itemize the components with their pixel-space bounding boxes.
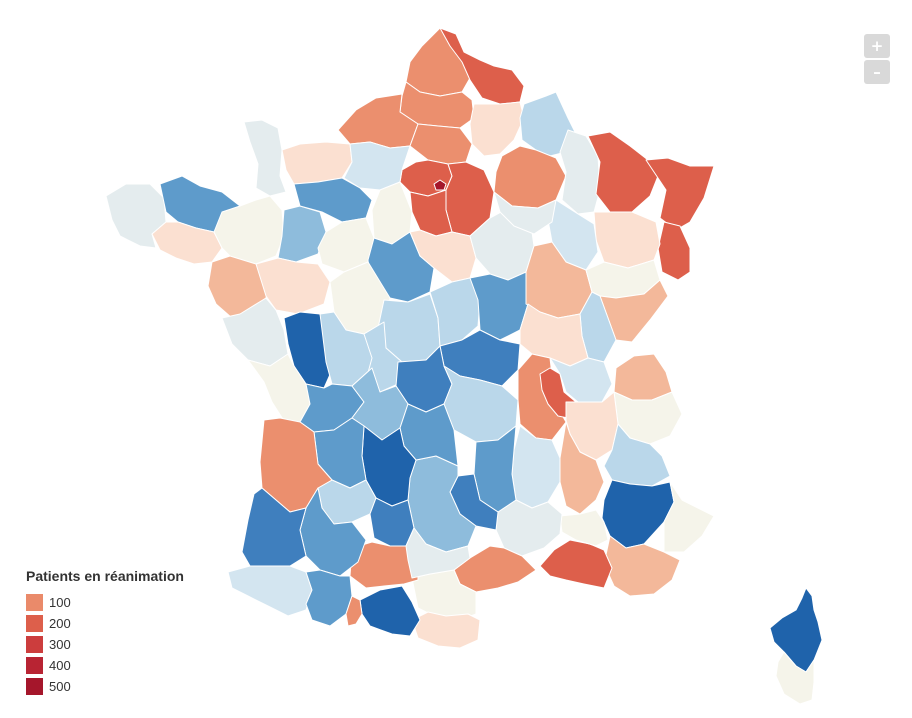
legend-item: 200	[26, 613, 184, 634]
departement[interactable]	[241, 487, 307, 567]
legend-item: 100	[26, 592, 184, 613]
legend-item: 500	[26, 676, 184, 697]
departement[interactable]	[613, 353, 673, 401]
zoom-out-button[interactable]: –	[864, 60, 890, 84]
departement[interactable]	[601, 479, 675, 549]
departement[interactable]	[549, 357, 613, 403]
departement[interactable]	[221, 297, 289, 367]
legend-swatch	[26, 657, 43, 674]
legend-label: 400	[49, 658, 71, 673]
departement[interactable]	[277, 205, 327, 263]
departement[interactable]	[255, 257, 331, 315]
departement[interactable]	[559, 509, 609, 547]
departement[interactable]	[305, 569, 353, 627]
legend-label: 200	[49, 616, 71, 631]
departement[interactable]	[469, 101, 525, 157]
legend-swatch	[26, 678, 43, 695]
departement[interactable]	[559, 129, 601, 215]
departement[interactable]	[411, 611, 481, 649]
departement[interactable]	[433, 179, 447, 191]
legend-label: 100	[49, 595, 71, 610]
departement[interactable]	[439, 27, 525, 105]
departement[interactable]	[281, 141, 353, 185]
departement[interactable]	[429, 277, 481, 347]
departement[interactable]	[345, 595, 363, 627]
departement[interactable]	[593, 211, 661, 269]
departement[interactable]	[493, 145, 567, 209]
departement[interactable]	[495, 499, 563, 557]
departement[interactable]	[493, 191, 557, 235]
departement[interactable]	[775, 651, 815, 705]
departement[interactable]	[539, 539, 613, 589]
legend-item: 300	[26, 634, 184, 655]
legend-label: 300	[49, 637, 71, 652]
legend-title: Patients en réanimation	[26, 568, 184, 584]
legend-item: 400	[26, 655, 184, 676]
departement[interactable]	[349, 541, 419, 589]
departement[interactable]	[663, 481, 715, 553]
legend-swatch	[26, 615, 43, 632]
legend-label: 500	[49, 679, 71, 694]
departement[interactable]	[243, 119, 287, 197]
departement[interactable]	[227, 565, 313, 617]
departement[interactable]	[293, 177, 373, 223]
departement[interactable]	[409, 123, 473, 165]
map-legend: Patients en réanimation 100 200 300 400 …	[26, 568, 184, 697]
departement[interactable]	[657, 221, 691, 281]
legend-swatch	[26, 594, 43, 611]
departement[interactable]	[519, 303, 589, 367]
departement[interactable]	[405, 527, 471, 579]
departement[interactable]	[769, 587, 823, 673]
departement[interactable]	[405, 27, 471, 97]
departement[interactable]	[469, 271, 529, 341]
legend-swatch	[26, 636, 43, 653]
departement[interactable]	[409, 189, 453, 237]
departement[interactable]	[603, 535, 681, 597]
departement[interactable]	[587, 131, 659, 213]
zoom-in-button[interactable]: +	[864, 34, 890, 58]
departement[interactable]	[359, 585, 421, 637]
departement[interactable]	[645, 157, 715, 231]
